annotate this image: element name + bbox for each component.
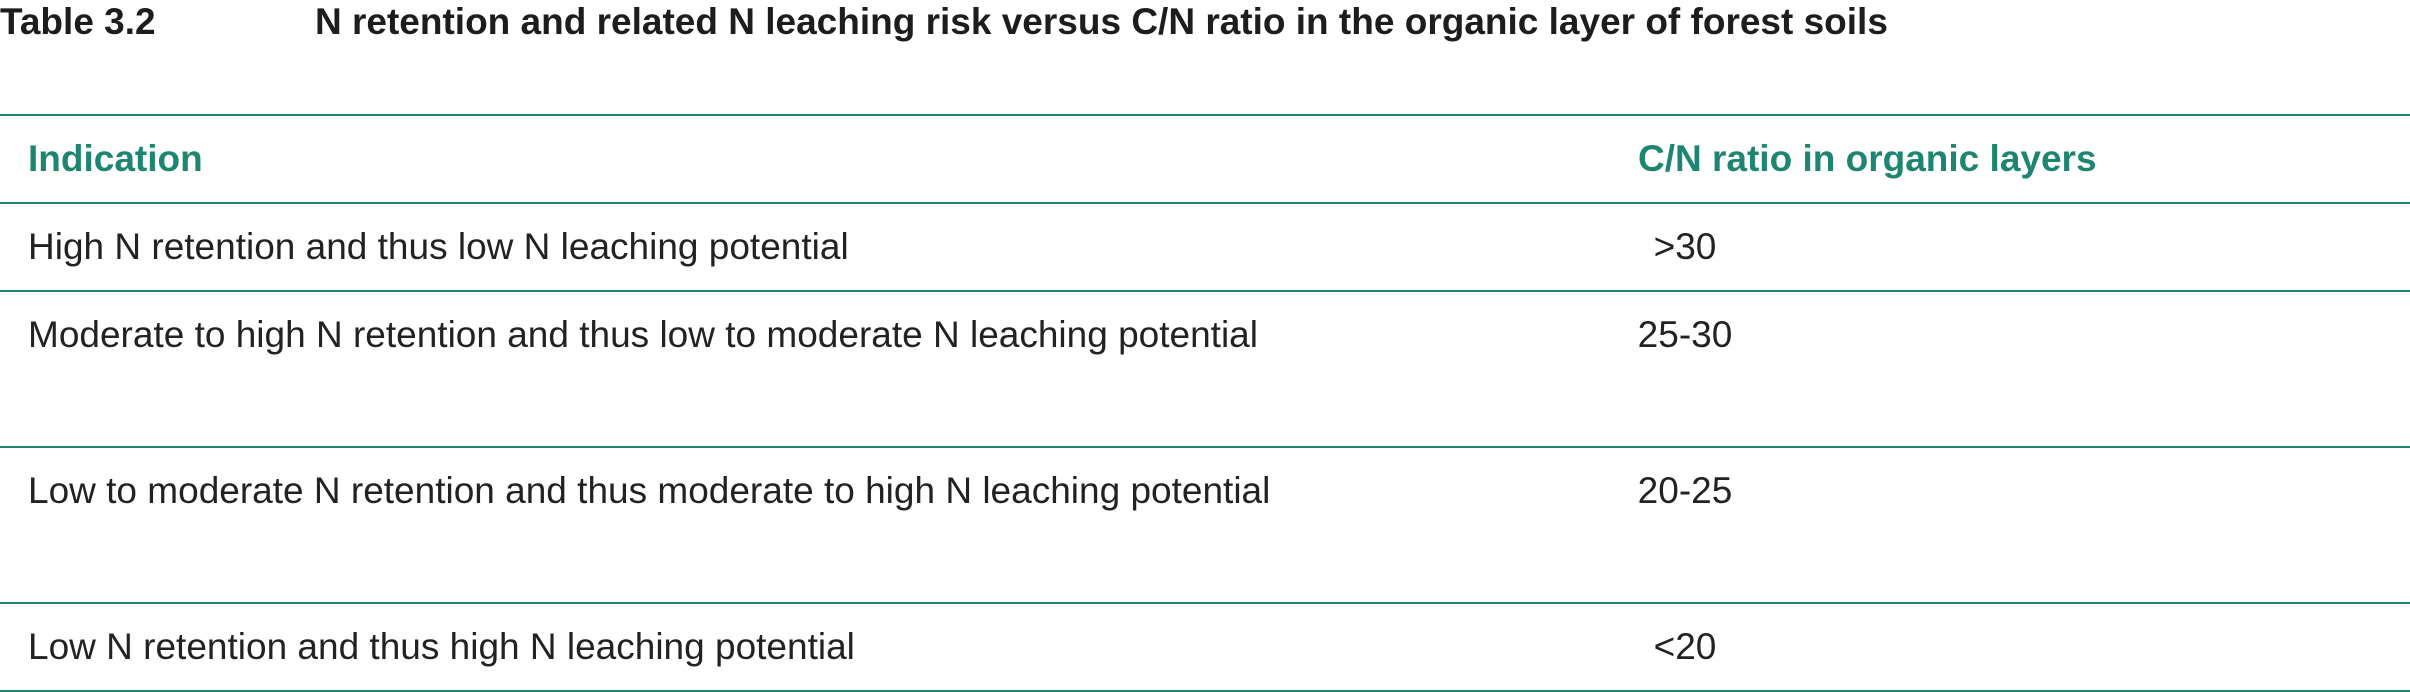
cn-ratio-value: 20-25: [1637, 470, 1733, 511]
cn-ratio-cell: 25-30: [1535, 291, 2410, 447]
data-table-container: Indication C/N ratio in organic layers H…: [0, 114, 2410, 692]
table-row: Low to moderate N retention and thus mod…: [0, 447, 2410, 603]
column-header-cn-ratio: C/N ratio in organic layers: [1638, 138, 2097, 179]
indication-cell: Low to moderate N retention and thus mod…: [28, 470, 1271, 511]
table-row: Low N retention and thus high N leaching…: [0, 603, 2410, 691]
cn-ratio-value: <20: [1653, 626, 1717, 667]
column-header-indication: Indication: [28, 138, 203, 179]
table-caption: Table 3.2 N retention and related N leac…: [0, 0, 1888, 44]
indication-cell: High N retention and thus low N leaching…: [28, 226, 849, 267]
indication-cell: Low N retention and thus high N leaching…: [28, 626, 855, 667]
cn-ratio-cell: <20: [1535, 603, 2410, 691]
table-number: Table 3.2: [0, 1, 156, 42]
table-row: Moderate to high N retention and thus lo…: [0, 291, 2410, 447]
cn-ratio-table: Indication C/N ratio in organic layers H…: [0, 114, 2410, 692]
indication-cell: Moderate to high N retention and thus lo…: [28, 314, 1258, 355]
table-row: High N retention and thus low N leaching…: [0, 203, 2410, 291]
table-title: N retention and related N leaching risk …: [315, 1, 1888, 42]
table-header-row: Indication C/N ratio in organic layers: [0, 115, 2410, 203]
cn-ratio-value: >30: [1653, 226, 1717, 267]
cn-ratio-cell: >30: [1535, 203, 2410, 291]
cn-ratio-value: 25-30: [1637, 314, 1733, 355]
cn-ratio-cell: 20-25: [1535, 447, 2410, 603]
